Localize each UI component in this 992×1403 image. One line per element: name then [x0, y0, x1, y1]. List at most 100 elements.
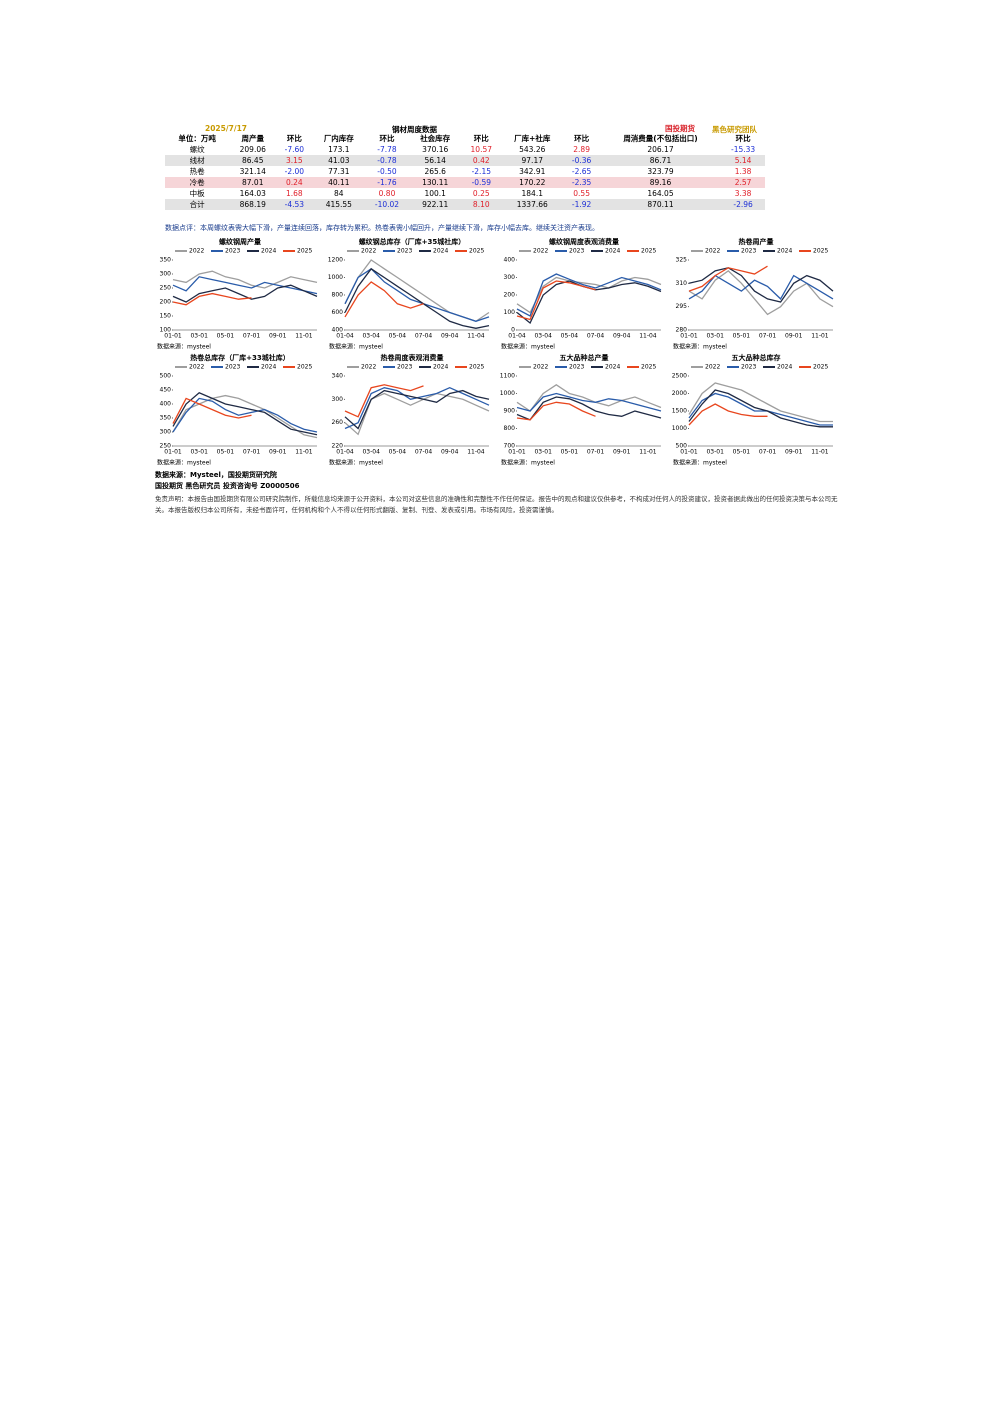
y-tick-label: 600	[332, 309, 344, 316]
series-line	[688, 403, 768, 426]
y-tick-label: 400	[504, 257, 516, 264]
y-tick-label: 2000	[672, 390, 687, 397]
series-line	[172, 292, 252, 306]
legend-label: 2024	[261, 364, 276, 371]
legend-label: 2023	[225, 248, 240, 255]
chart-title: 五大品种总产量	[560, 353, 609, 362]
y-tick-label: 450	[160, 387, 172, 394]
column-header: 厂库+社库	[514, 134, 551, 143]
x-tick-label: 01-04	[508, 333, 526, 340]
column-header: 环比	[286, 134, 302, 143]
cell: 323.79	[647, 167, 674, 176]
chart-title: 螺纹钢周产量	[219, 237, 261, 246]
cell: 164.05	[647, 189, 674, 198]
chart-title: 螺纹钢总库存（厂库+35城社库）	[359, 237, 466, 246]
cell: -0.78	[365, 155, 409, 166]
cell: -1.76	[365, 177, 409, 188]
legend-label: 2025	[813, 364, 828, 371]
cell: 8.10	[461, 199, 502, 210]
x-tick-label: 11-01	[811, 333, 829, 340]
x-tick-label: 11-01	[639, 449, 657, 456]
cell: 206.17	[647, 145, 674, 154]
x-tick-label: 07-01	[243, 333, 261, 340]
x-tick-label: 01-04	[336, 449, 354, 456]
legend-label: 2025	[297, 364, 312, 371]
cell: 1.38	[734, 167, 752, 176]
y-tick-label: 310	[676, 280, 688, 287]
table-row: 线材 86.45 3.15 41.03 -0.78 56.14 0.42 97.17 -0.36…	[165, 155, 765, 166]
cell: -0.59	[461, 177, 502, 188]
cell: -15.33	[731, 145, 756, 154]
legend-label: 2024	[433, 248, 448, 255]
y-tick-label: 400	[332, 327, 344, 334]
chart-title: 螺纹钢周度表观消费量	[549, 237, 619, 246]
title: 钢材周度数据	[392, 125, 437, 134]
legend-label: 2023	[397, 248, 412, 255]
x-tick-label: 09-04	[441, 333, 459, 340]
legend-label: 2022	[533, 248, 548, 255]
cell: 线材	[165, 155, 230, 166]
cell: 77.31	[328, 167, 350, 176]
series-line	[688, 392, 833, 426]
cell: 922.11	[408, 199, 462, 210]
series-line	[172, 392, 318, 436]
date: 2025/7/17	[205, 124, 248, 133]
cell: 40.11	[312, 177, 366, 188]
y-tick-label: 295	[676, 303, 688, 310]
chart-source: 数据来源：mysteel	[157, 459, 211, 467]
series-line	[172, 284, 318, 303]
column-header: 环比	[735, 134, 751, 143]
y-tick-label: 250	[160, 443, 172, 450]
y-tick-label: 700	[504, 443, 516, 450]
column-header: 社会库存	[420, 134, 451, 143]
series-line	[344, 389, 490, 430]
series-line	[516, 396, 662, 421]
cell: 130.11	[408, 177, 462, 188]
series-line	[344, 281, 424, 318]
y-tick-label: 260	[332, 419, 344, 426]
legend-label: 2024	[605, 248, 620, 255]
y-tick-label: 1100	[500, 373, 515, 380]
legend-label: 2022	[533, 364, 548, 371]
legend-label: 2024	[433, 364, 448, 371]
y-tick-label: 325	[676, 257, 688, 264]
x-tick-label: 01-04	[336, 333, 354, 340]
cell: 370.16	[422, 145, 449, 154]
y-tick-label: 200	[160, 299, 172, 306]
y-tick-label: 340	[332, 373, 344, 380]
series-line	[344, 392, 490, 436]
x-tick-label: 09-01	[613, 449, 631, 456]
cell: 86.71	[599, 155, 722, 166]
x-tick-label: 05-04	[389, 449, 407, 456]
series-line	[344, 267, 490, 322]
y-tick-label: 100	[160, 327, 172, 334]
series-line	[172, 394, 318, 439]
chart-source: 数据来源：mysteel	[329, 459, 383, 467]
cell: 螺纹	[189, 145, 205, 154]
chart-title: 热卷周产量	[739, 237, 774, 246]
legend-label: 2023	[569, 364, 584, 371]
x-tick-label: 09-04	[441, 449, 459, 456]
cell: 87.01	[229, 177, 277, 188]
legend-label: 2023	[225, 364, 240, 371]
y-tick-label: 500	[160, 373, 172, 380]
cell: 10.57	[470, 145, 493, 154]
cell: -0.50	[377, 167, 397, 176]
x-tick-label: 03-04	[362, 333, 380, 340]
y-tick-label: 2500	[672, 373, 687, 380]
y-tick-label: 150	[160, 313, 172, 320]
x-tick-label: 11-01	[811, 449, 829, 456]
y-tick-label: 200	[504, 292, 516, 299]
y-tick-label: 300	[160, 271, 172, 278]
legend-label: 2025	[469, 248, 484, 255]
x-tick-label: 03-04	[534, 333, 552, 340]
legend-label: 2022	[705, 364, 720, 371]
cell: 0.55	[573, 189, 590, 198]
table-row: 冷卷 87.01 0.24 40.11 -1.76 130.11 -0.59 170.22 -2…	[165, 177, 765, 188]
cell: 0.80	[378, 189, 396, 198]
y-tick-label: 220	[332, 443, 344, 450]
chart-title: 热卷周度表观消费量	[381, 353, 444, 362]
table-row: 螺纹 209.06 -7.60 173.1 -7.78 370.16 10.57 543.26…	[165, 144, 765, 155]
cell: -10.02	[365, 199, 409, 210]
cell: 184.1	[521, 189, 543, 198]
